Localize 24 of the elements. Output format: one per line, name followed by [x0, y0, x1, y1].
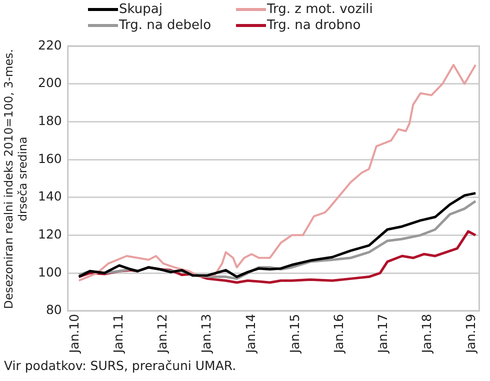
y-tick-label: 100: [38, 264, 62, 280]
x-tick-label: Jan.13: [198, 314, 214, 354]
x-tick-label: Jan.18: [419, 314, 434, 354]
y-tick-label: 160: [38, 150, 62, 166]
y-tick-label: 180: [38, 112, 62, 128]
legend-label: Trg. na debelo: [119, 18, 212, 33]
x-tick-label: Jan.14: [242, 314, 258, 354]
legend-label: Trg. na drobno: [267, 18, 361, 33]
y-tick-label: 220: [38, 37, 62, 52]
y-tick-label: 120: [38, 226, 62, 242]
y-tick-label: 140: [38, 188, 62, 204]
legend-label: Trg. z mot. vozili: [267, 2, 373, 17]
x-tick-label: Jan.12: [154, 314, 170, 354]
y-tick-label: 80: [46, 302, 62, 318]
x-tick-label: Jan.11: [110, 314, 126, 354]
x-tick-label: Jan.16: [330, 314, 346, 354]
legend-label: Skupaj: [119, 2, 162, 17]
x-tick-label: Jan.17: [374, 314, 390, 354]
x-tick-label: Jan.19: [463, 314, 478, 354]
x-tick-label: Jan.15: [286, 314, 302, 354]
x-tick-label: Jan.10: [66, 314, 82, 354]
text: Vir podatkov: SURS, preračuni UMAR.: [4, 358, 236, 373]
y-tick-label: 200: [38, 75, 62, 90]
y-axis-title: Desezoniran realni indeks 2010=100, 3-mes. drseča sredina: [2, 48, 30, 311]
